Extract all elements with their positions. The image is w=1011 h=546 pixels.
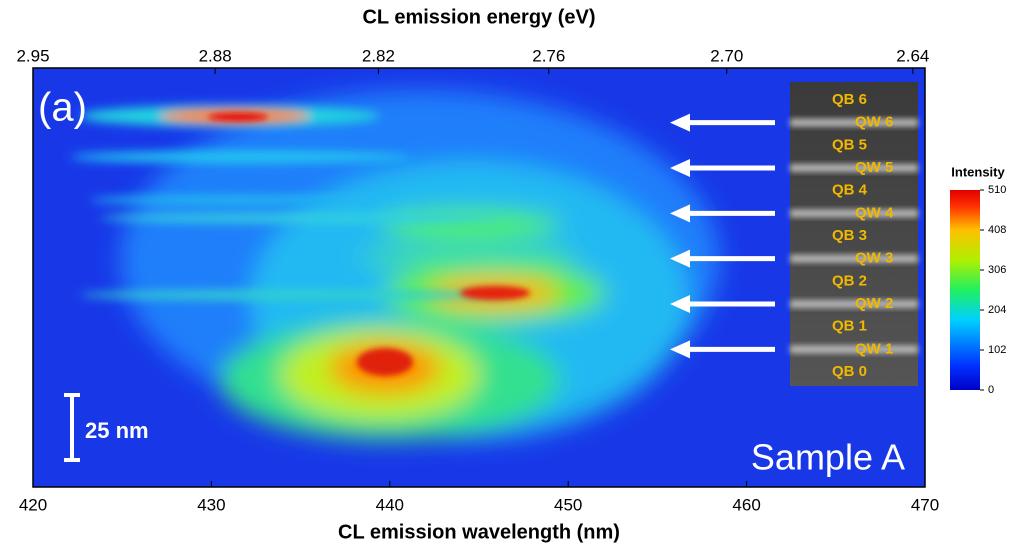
layer-label: QB 3 [832,227,867,244]
layer-label: QW 2 [855,295,893,312]
colorbar-tick-label: 306 [988,264,1006,276]
well-line [790,300,918,308]
x2-tick-label: 2.64 [896,46,929,65]
x-tick-label: 420 [19,495,47,514]
layer-label: QW 3 [855,250,893,267]
arrow-head [670,295,690,313]
x-tick-label: 430 [197,495,225,514]
panel-label: (a) [38,86,87,130]
plot-frame [32,67,926,488]
arrow-head [670,159,690,177]
sample-label: Sample A [751,437,905,478]
colorbar-tick-label: 204 [988,304,1006,316]
x-tick-label: 470 [911,495,939,514]
arrow-head [670,113,690,132]
arrow-head [670,249,690,268]
layer-label: QB 6 [832,91,867,108]
colorbar-tick-label: 510 [988,184,1006,196]
x-axis-title: CL emission wavelength (nm) [338,521,620,543]
x2-axis-title: CL emission energy (eV) [362,6,595,28]
x-tick-label: 460 [732,495,760,514]
arrow-head [670,340,690,359]
tem-inset [790,82,918,386]
layer-label: QB 1 [832,318,867,335]
quantum-well-lines [790,118,918,354]
well-line [790,118,918,127]
colorbar-tick-label: 102 [988,344,1006,356]
layer-label: QB 4 [832,182,868,199]
colorbar-tick-label: 0 [988,384,994,396]
colorbar [950,190,980,390]
well-line [790,209,918,218]
x2-tick-label: 2.95 [16,46,49,65]
well-line [790,254,918,263]
layer-label: QB 2 [832,272,867,289]
arrows [670,113,775,359]
layer-label: QW 6 [855,114,893,131]
x-tick-label: 450 [554,495,582,514]
well-line [790,164,918,172]
arrow-head [670,204,690,223]
colorbar-tick-label: 408 [988,224,1006,236]
layer-label: QW 1 [855,340,893,357]
layer-label: QW 4 [855,204,894,221]
colorbar-title: Intensity [951,164,1005,179]
layer-label: QB 0 [832,363,867,380]
x2-tick-label: 2.88 [199,46,232,65]
layer-label: QB 5 [832,136,867,153]
scale-bar-label: 25 nm [85,418,149,443]
layer-label: QW 5 [855,159,893,176]
x2-tick-label: 2.76 [532,46,565,65]
scale-bar [64,393,80,462]
heatmap [33,68,925,487]
x-tick-label: 440 [376,495,404,514]
well-line [790,345,918,354]
x2-tick-label: 2.70 [710,46,743,65]
x2-tick-label: 2.82 [362,46,395,65]
